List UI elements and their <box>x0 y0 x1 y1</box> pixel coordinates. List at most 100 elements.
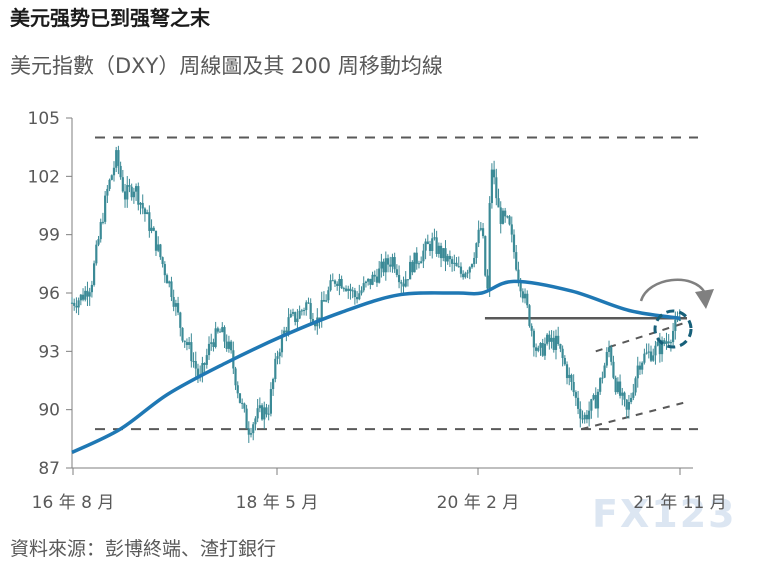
price-candle-body <box>576 397 580 409</box>
price-candle-body <box>634 378 637 393</box>
price-candle-body <box>561 348 564 358</box>
highlight-circle <box>653 309 693 349</box>
price-candle-body <box>373 274 376 277</box>
price-candle-body <box>115 150 118 168</box>
price-candle-body <box>486 275 489 289</box>
price-candle-body <box>252 424 255 434</box>
price-candle-body <box>110 175 113 180</box>
price-candle-body <box>672 330 675 343</box>
price-candle-body <box>201 363 204 375</box>
price-candle-body <box>380 261 383 269</box>
price-candle-body <box>623 392 626 400</box>
price-candle-body <box>554 335 558 350</box>
price-candle-body <box>506 216 509 218</box>
price-candle-body <box>130 186 133 198</box>
price-candle-body <box>667 341 670 344</box>
price-candle-body <box>146 212 149 215</box>
price-candle-body <box>528 305 531 326</box>
price-candle-body <box>172 297 175 307</box>
price-candle-body <box>530 325 533 331</box>
y-tick-label: 99 <box>38 226 60 246</box>
price-candle-body <box>462 273 465 278</box>
price-candle-body <box>484 236 487 276</box>
price-candle-body <box>371 274 374 285</box>
price-candle-body <box>389 264 392 267</box>
price-candle-body <box>585 414 589 420</box>
price-candle-body <box>247 428 250 435</box>
price-candle-body <box>415 252 418 264</box>
price-candle-body <box>150 227 153 231</box>
price-candle-body <box>627 401 631 410</box>
price-candle-body <box>594 395 597 409</box>
price-candle-body <box>210 342 213 344</box>
price-candle-body <box>185 342 189 345</box>
price-candle-body <box>616 381 619 393</box>
price-candle-body <box>428 244 432 251</box>
price-candle-body <box>163 264 166 276</box>
price-candle-body <box>406 279 410 281</box>
price-candle-body <box>157 244 160 251</box>
price-candle-body <box>360 290 363 294</box>
price-candle-body <box>86 290 89 297</box>
price-candle-body <box>481 228 485 237</box>
price-candle-body <box>382 261 385 273</box>
price-candle-body <box>658 341 661 355</box>
price-candle-body <box>537 347 540 351</box>
price-candle-body <box>276 356 279 359</box>
price-candle-body <box>442 248 445 259</box>
x-tick-label: 18 年 5 月 <box>236 493 319 513</box>
price-candle-body <box>99 222 102 240</box>
price-candle-body <box>433 237 436 239</box>
price-candle-body <box>391 257 394 267</box>
price-candle-body <box>493 169 496 178</box>
price-candle-body <box>70 302 74 304</box>
price-candle-body <box>437 245 440 254</box>
price-candle-body <box>119 165 122 178</box>
price-candle-body <box>241 402 244 404</box>
dashed-reference-line <box>581 400 688 431</box>
price-candle-body <box>422 250 425 262</box>
y-tick-label: 90 <box>38 401 60 421</box>
price-candle-body <box>123 191 127 200</box>
price-candle-body <box>77 300 80 308</box>
price-candle-body <box>497 198 500 208</box>
price-candle-body <box>245 408 248 429</box>
price-candle-body <box>227 341 231 349</box>
price-candle-body <box>510 224 513 235</box>
price-candle-body <box>534 347 538 351</box>
price-candle-body <box>568 374 571 379</box>
price-candle-body <box>329 280 332 291</box>
price-candle-body <box>448 255 452 260</box>
price-candle-body <box>97 239 100 245</box>
price-candle-body <box>143 208 147 215</box>
price-candle-body <box>581 418 584 420</box>
price-candle-body <box>479 228 482 230</box>
price-candle-body <box>495 177 498 199</box>
price-candle-body <box>548 334 551 342</box>
price-candle-body <box>161 257 164 265</box>
price-candle-body <box>475 243 478 258</box>
price-candle-body <box>411 261 414 273</box>
price-candle-body <box>517 269 520 280</box>
price-candle-body <box>541 343 544 356</box>
price-candle-body <box>128 185 131 187</box>
price-candle-body <box>278 352 281 357</box>
price-candle-body <box>92 263 96 285</box>
price-candle-body <box>424 241 427 251</box>
x-tick-label: 20 年 2 月 <box>437 493 520 513</box>
price-candle-body <box>504 210 507 217</box>
price-candle-body <box>81 294 85 300</box>
price-candle-body <box>384 258 387 273</box>
price-candle-body <box>574 392 577 398</box>
price-candle-body <box>515 252 518 270</box>
price-candle-body <box>652 355 655 361</box>
price-candle-body <box>636 365 639 379</box>
price-candle-body <box>621 392 624 396</box>
price-candle-body <box>393 257 396 270</box>
price-candle-body <box>570 374 573 383</box>
price-candle-body <box>457 266 460 268</box>
price-candle-body <box>73 302 76 306</box>
price-candle-body <box>214 328 217 347</box>
price-candle-body <box>207 343 211 356</box>
price-candle-body <box>674 319 677 331</box>
